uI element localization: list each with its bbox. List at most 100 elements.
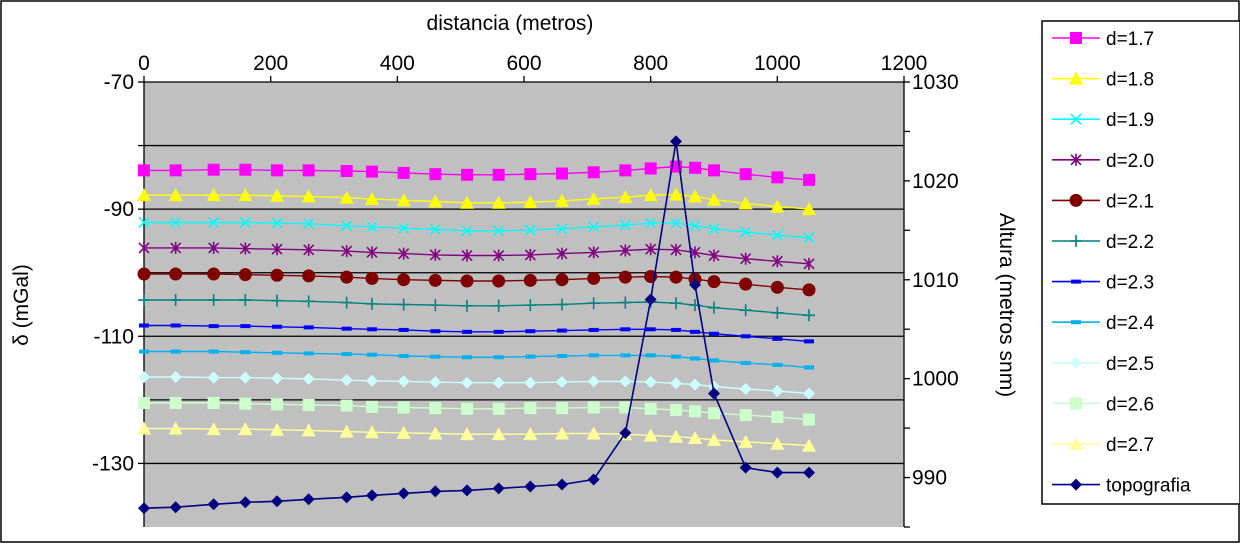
data-point bbox=[669, 270, 683, 284]
legend-marker bbox=[1070, 235, 1082, 247]
data-point bbox=[739, 461, 752, 474]
legend-label: d=1.7 bbox=[1106, 29, 1154, 50]
data-point bbox=[461, 299, 473, 312]
data-point bbox=[492, 274, 506, 288]
legend-marker bbox=[1070, 478, 1082, 491]
data-point bbox=[169, 164, 182, 177]
legend-label: topografia bbox=[1106, 476, 1191, 497]
legend-item: d=2.0 bbox=[1052, 151, 1154, 172]
data-point bbox=[341, 326, 352, 331]
data-point bbox=[340, 491, 353, 504]
data-point bbox=[239, 216, 251, 229]
data-point bbox=[619, 244, 631, 257]
data-point bbox=[206, 422, 221, 436]
data-point bbox=[555, 193, 569, 207]
data-point bbox=[770, 436, 785, 450]
data-point bbox=[461, 484, 473, 497]
data-point bbox=[238, 268, 252, 282]
data-point bbox=[207, 163, 220, 176]
legend-item: d=2.6 bbox=[1052, 394, 1154, 415]
data-point bbox=[206, 188, 221, 202]
data-point bbox=[739, 383, 752, 396]
data-point bbox=[670, 243, 682, 256]
data-point bbox=[740, 252, 752, 265]
x-tick-label: 1200 bbox=[881, 52, 928, 75]
series-d=1.7 bbox=[138, 160, 815, 186]
data-point bbox=[619, 296, 632, 309]
data-point bbox=[303, 325, 314, 330]
data-point bbox=[619, 219, 631, 231]
legend-item: d=2.3 bbox=[1052, 273, 1154, 294]
data-point bbox=[645, 353, 656, 358]
data-point bbox=[138, 502, 150, 515]
series-d=2.0 bbox=[138, 241, 815, 270]
data-point bbox=[460, 274, 474, 288]
data-point bbox=[138, 241, 150, 254]
data-point bbox=[619, 427, 632, 440]
legend-label: d=2.4 bbox=[1106, 313, 1155, 334]
data-point bbox=[208, 241, 220, 254]
data-point bbox=[271, 217, 283, 229]
data-point bbox=[429, 485, 442, 498]
data-point bbox=[771, 171, 784, 184]
data-point bbox=[707, 192, 721, 206]
y-right-tick-label: 1010 bbox=[912, 269, 959, 292]
legend-label: d=1.8 bbox=[1106, 70, 1154, 91]
data-point bbox=[398, 353, 409, 358]
data-point bbox=[523, 273, 537, 287]
data-point bbox=[340, 399, 353, 412]
data-point bbox=[398, 222, 410, 234]
x-axis-title: distancia (metros) bbox=[427, 12, 594, 35]
series-d=2.5 bbox=[138, 370, 815, 400]
data-point bbox=[170, 349, 181, 354]
x-tick-label: 800 bbox=[633, 52, 668, 75]
data-point bbox=[689, 278, 701, 291]
data-point bbox=[802, 438, 816, 452]
data-point bbox=[138, 216, 150, 229]
data-point bbox=[366, 246, 378, 259]
data-point bbox=[493, 225, 505, 237]
data-point bbox=[555, 426, 569, 440]
legend-item: d=2.7 bbox=[1052, 435, 1154, 456]
data-point bbox=[803, 466, 815, 479]
data-point bbox=[169, 370, 182, 383]
data-point bbox=[139, 349, 149, 354]
data-point bbox=[303, 243, 315, 256]
data-point bbox=[803, 387, 815, 400]
legend-item: d=1.9 bbox=[1052, 110, 1154, 131]
data-point bbox=[208, 349, 219, 354]
data-point bbox=[644, 162, 657, 175]
data-point bbox=[556, 167, 568, 180]
data-point bbox=[301, 189, 316, 203]
data-point bbox=[524, 299, 537, 312]
data-point bbox=[524, 376, 537, 389]
legend-label: d=2.3 bbox=[1106, 273, 1154, 294]
data-point bbox=[491, 195, 506, 209]
data-point bbox=[802, 202, 816, 216]
data-point bbox=[397, 273, 411, 287]
data-point bbox=[169, 501, 182, 514]
data-point bbox=[670, 135, 682, 148]
data-point bbox=[272, 324, 282, 329]
data-point bbox=[588, 353, 599, 358]
data-point bbox=[462, 355, 472, 360]
data-point bbox=[303, 351, 314, 356]
data-point bbox=[645, 327, 656, 332]
data-point bbox=[239, 242, 251, 255]
series-d=2.2 bbox=[138, 294, 815, 322]
legend-marker bbox=[1070, 356, 1082, 369]
data-point bbox=[492, 402, 505, 415]
data-point bbox=[670, 404, 682, 417]
data-point bbox=[396, 425, 411, 439]
data-point bbox=[620, 327, 631, 332]
data-point bbox=[803, 257, 815, 270]
data-point bbox=[619, 401, 632, 414]
data-point bbox=[587, 297, 600, 310]
data-point bbox=[239, 294, 252, 307]
legend-item: topografia bbox=[1052, 476, 1191, 497]
legend: d=1.7 d=1.8 d=1.9 d=2.0 d=2.1 d=2.2 d=2.3 d=2.4… bbox=[1052, 29, 1191, 497]
data-point bbox=[138, 294, 150, 307]
data-point bbox=[429, 248, 441, 261]
x-tick-label: 0 bbox=[138, 52, 150, 75]
